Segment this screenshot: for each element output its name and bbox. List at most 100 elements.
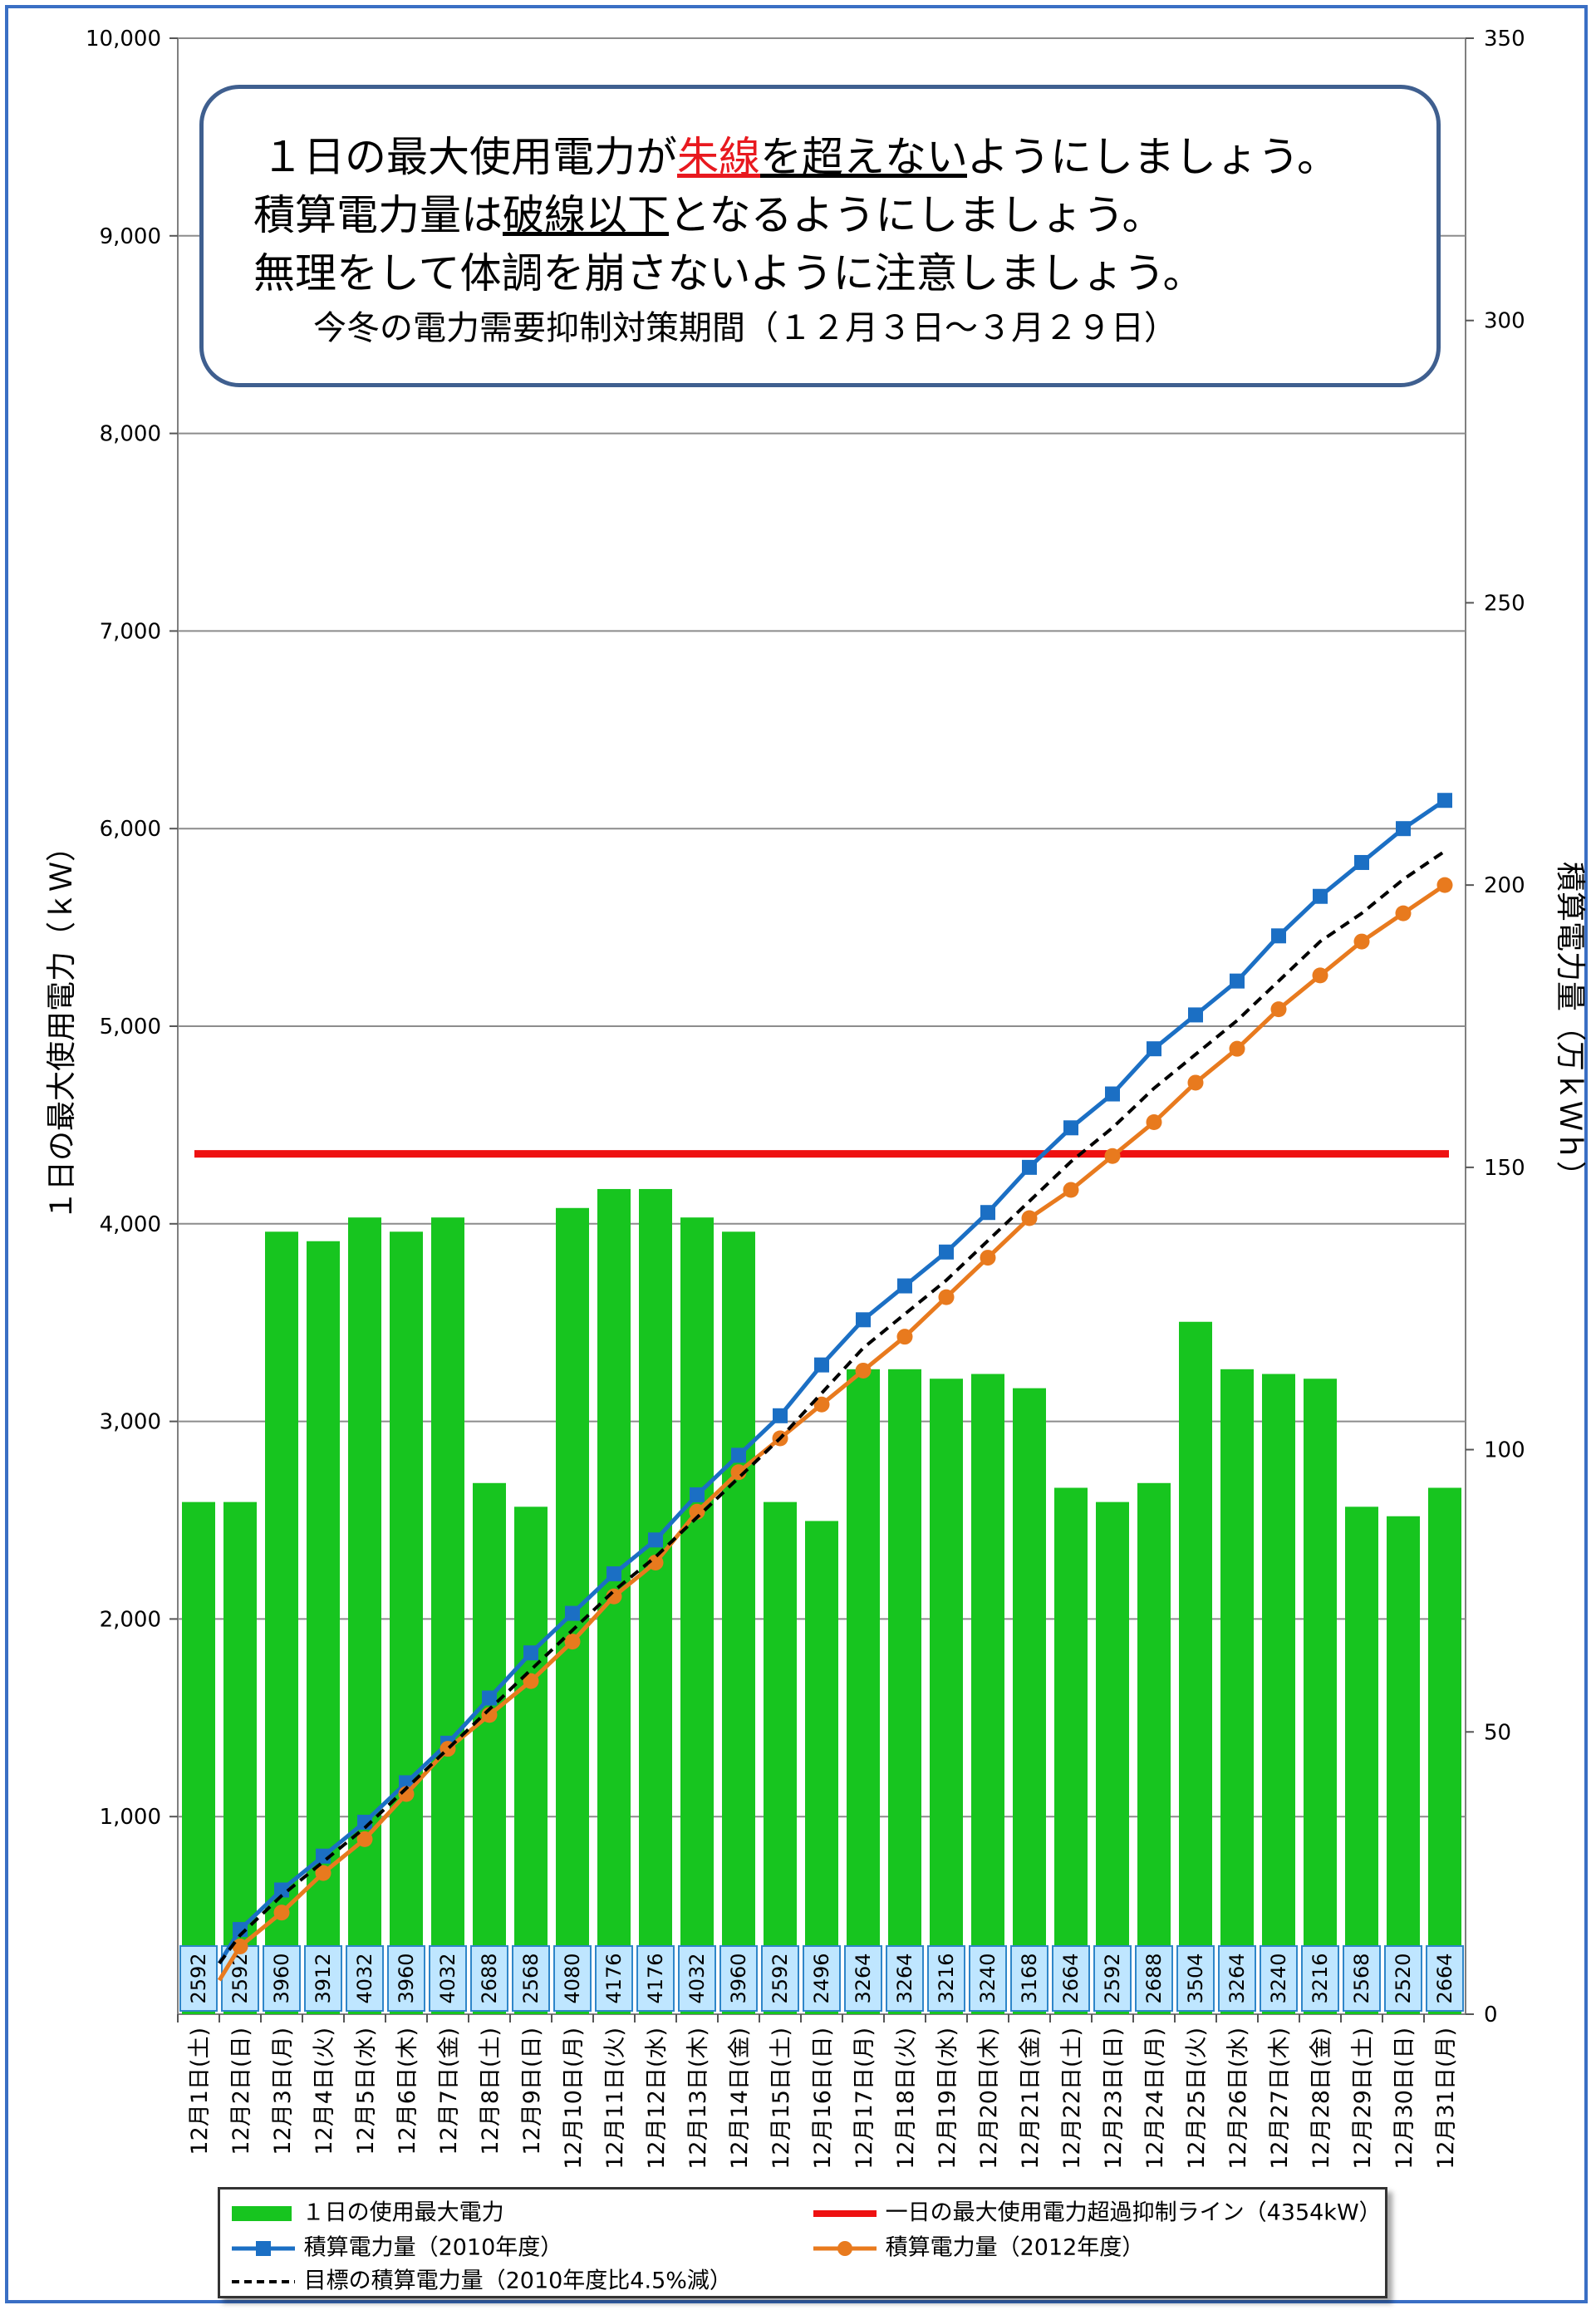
x-tick-label: 12月27日(木) bbox=[1267, 2027, 1293, 2170]
series-target-line bbox=[218, 849, 1446, 1965]
series-2012-point bbox=[1063, 1182, 1079, 1198]
y-tick-label: 2,000 bbox=[100, 1607, 161, 1632]
value-label: 2664 bbox=[1433, 1953, 1456, 2003]
bar bbox=[390, 1231, 423, 2014]
value-label: 3960 bbox=[270, 1953, 293, 2003]
x-tick-label: 12月22日(土) bbox=[1059, 2027, 1085, 2170]
series-2012-point bbox=[564, 1634, 581, 1650]
notice-line-1: １日の最大使用電力が朱線を超えないようにしましょう。 bbox=[262, 133, 1338, 181]
x-tick-label: 12月21日(金) bbox=[1018, 2027, 1044, 2170]
chart-legend: １日の使用最大電力 一日の最大使用電力超過抑制ライン（4354kW） 積算電力量… bbox=[218, 2187, 1387, 2298]
bar bbox=[473, 1482, 506, 2014]
legend-target: 目標の積算電力量（2010年度比4.5%減） bbox=[230, 2264, 732, 2298]
notice-red-emphasis: 朱線 bbox=[677, 133, 760, 181]
series-2012-point bbox=[689, 1503, 705, 1520]
x-tick-label: 12月10日(月) bbox=[561, 2027, 587, 2170]
notice-underline: を超えない bbox=[760, 133, 967, 181]
value-label-box bbox=[636, 1945, 675, 2012]
series-2010-point bbox=[482, 1690, 497, 1706]
x-tick-label: 12月7日(金) bbox=[436, 2027, 462, 2155]
value-label: 3240 bbox=[1267, 1953, 1290, 2003]
y-tick-label: 5,000 bbox=[100, 1015, 161, 1040]
y2-tick-label: 250 bbox=[1484, 591, 1525, 616]
legend-2010-swatch bbox=[232, 2240, 295, 2256]
y2-tick-label: 50 bbox=[1484, 1720, 1511, 1745]
y2-axis-label: 積算電力量（万ｋＷｈ） bbox=[1553, 862, 1587, 1191]
value-label-box bbox=[1010, 1945, 1048, 2012]
y2-tick-label: 300 bbox=[1484, 309, 1525, 334]
legend-2012-swatch bbox=[813, 2240, 877, 2256]
bar bbox=[514, 1506, 548, 2014]
series-2010-point bbox=[897, 1278, 912, 1294]
value-label: 3264 bbox=[1225, 1953, 1249, 2003]
value-label: 3960 bbox=[727, 1953, 750, 2003]
bar bbox=[680, 1217, 714, 2014]
series-2012-point bbox=[1312, 967, 1328, 984]
value-label-box bbox=[179, 1945, 218, 2012]
bar bbox=[1179, 1321, 1212, 2014]
bar bbox=[971, 1374, 1004, 2014]
legend-2010: 積算電力量（2010年度） bbox=[230, 2231, 562, 2264]
y-tick-label: 4,000 bbox=[100, 1212, 161, 1237]
y2-tick-label: 100 bbox=[1484, 1438, 1525, 1463]
value-label-box bbox=[886, 1945, 924, 2012]
series-2012-point bbox=[232, 1938, 248, 1954]
legend-bar-swatch bbox=[232, 2205, 292, 2221]
notice-line-2: 積算電力量は破線以下となるようにしましょう。 bbox=[253, 191, 1164, 239]
bar bbox=[1054, 1487, 1088, 2014]
series-2012-point bbox=[1395, 905, 1412, 922]
series-2012-point bbox=[1146, 1114, 1162, 1131]
value-label-box bbox=[1093, 1945, 1132, 2012]
series-2012-point bbox=[1353, 933, 1370, 950]
y-tick-label: 8,000 bbox=[100, 422, 161, 447]
bar bbox=[722, 1231, 755, 2014]
series-2010-point bbox=[1437, 793, 1452, 808]
bar bbox=[1096, 1502, 1129, 2014]
value-label-box bbox=[761, 1945, 799, 2012]
x-tick-label: 12月8日(土) bbox=[478, 2027, 503, 2155]
value-label-box bbox=[470, 1945, 508, 2012]
x-tick-label: 12月15日(土) bbox=[769, 2027, 794, 2170]
value-label: 3168 bbox=[1018, 1953, 1041, 2003]
y-axis-label: １日の最大使用電力（ｋＷ） bbox=[45, 832, 79, 1221]
series-2010-point bbox=[1396, 821, 1411, 837]
value-label: 3504 bbox=[1184, 1953, 1207, 2003]
value-label-box bbox=[844, 1945, 882, 2012]
series-2012-point bbox=[1187, 1074, 1204, 1091]
y2-tick-label: 0 bbox=[1484, 2003, 1498, 2027]
series-2010-point bbox=[565, 1605, 580, 1621]
series-2010-point bbox=[399, 1775, 414, 1791]
series-2012-point bbox=[523, 1673, 539, 1689]
series-2012-point bbox=[855, 1362, 872, 1379]
x-tick-label: 12月11日(火) bbox=[602, 2027, 628, 2170]
value-label-box bbox=[1218, 1945, 1256, 2012]
legend-2012: 積算電力量（2012年度） bbox=[812, 2231, 1144, 2264]
bar bbox=[805, 1521, 838, 2014]
bar bbox=[764, 1502, 797, 2014]
x-tick-label: 12月19日(水) bbox=[935, 2027, 960, 2170]
x-tick-label: 12月5日(水) bbox=[353, 2027, 379, 2155]
x-tick-label: 12月2日(日) bbox=[228, 2027, 254, 2155]
x-tick-label: 12月18日(火) bbox=[893, 2027, 919, 2170]
bar bbox=[348, 1217, 381, 2014]
series-2010-point bbox=[1063, 1120, 1078, 1136]
y2-tick-label: 200 bbox=[1484, 873, 1525, 898]
series-2010-point bbox=[1230, 973, 1245, 989]
x-tick-label: 12月17日(月) bbox=[852, 2027, 877, 2170]
series-2010-point bbox=[1022, 1159, 1037, 1175]
value-label: 3216 bbox=[935, 1953, 958, 2003]
value-label: 2592 bbox=[769, 1953, 792, 2003]
x-tick-label: 12月29日(土) bbox=[1350, 2027, 1376, 2170]
value-label: 2568 bbox=[519, 1953, 543, 2003]
value-label: 3960 bbox=[395, 1953, 418, 2003]
value-label: 2496 bbox=[810, 1953, 833, 2003]
series-2012-point bbox=[813, 1396, 830, 1413]
series-2010-point bbox=[648, 1532, 663, 1548]
value-label: 4032 bbox=[436, 1953, 459, 2003]
value-label-box bbox=[678, 1945, 716, 2012]
value-label-box bbox=[1426, 1945, 1464, 2012]
x-tick-label: 12月20日(木) bbox=[976, 2027, 1002, 2170]
legend-limit-swatch bbox=[813, 2209, 877, 2217]
value-label: 2520 bbox=[1392, 1953, 1415, 2003]
value-label-box bbox=[1301, 1945, 1339, 2012]
